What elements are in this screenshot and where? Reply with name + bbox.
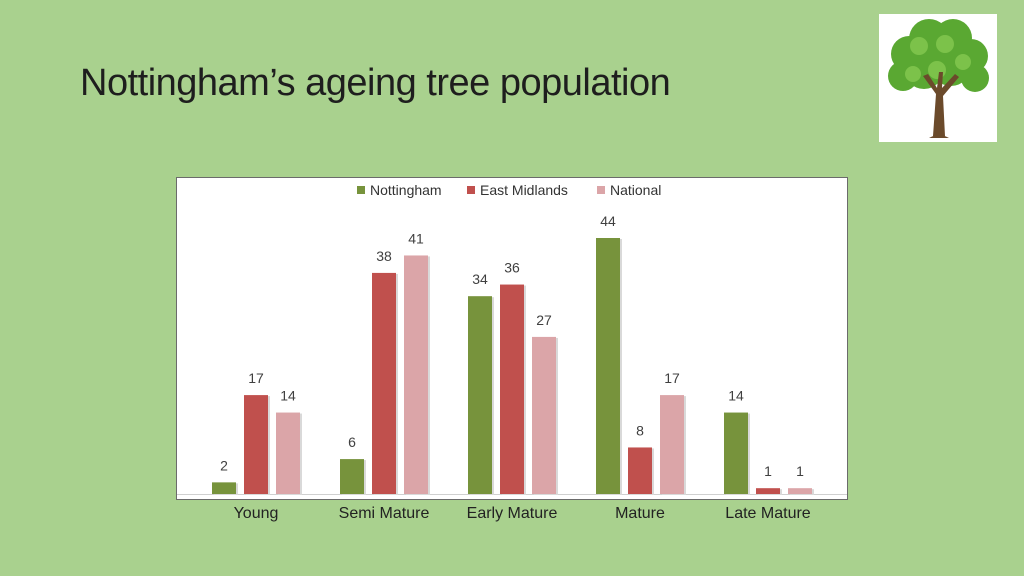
bar-3-2: [660, 395, 684, 494]
bar-0-0: [212, 482, 236, 494]
data-label-2-2: 27: [536, 312, 552, 328]
bar-2-1: [500, 284, 524, 494]
legend-swatch-0: [357, 186, 365, 194]
x-tick-label-2: Early Mature: [466, 505, 558, 522]
bar-1-2: [404, 255, 428, 494]
data-label-1-2: 41: [408, 230, 424, 246]
legend-label-1: East Midlands: [480, 182, 568, 198]
data-label-0-2: 14: [280, 388, 296, 404]
data-label-4-1: 1: [764, 463, 772, 479]
data-label-1-0: 6: [348, 434, 356, 450]
bar-1-1: [372, 272, 396, 494]
data-label-1-1: 38: [376, 248, 392, 264]
bar-2-0: [468, 296, 492, 494]
data-label-3-1: 8: [636, 422, 644, 438]
data-label-2-0: 34: [472, 271, 488, 287]
x-tick-label-3: Mature: [615, 505, 665, 522]
bar-chart: Nottingham East Midlands National 2 17 14 6 38 4…: [177, 182, 847, 495]
bar-4-0: [724, 412, 748, 494]
x-tick-label-1: Semi Mature: [338, 505, 430, 522]
bar-3-0: [596, 238, 620, 494]
bar-0-2: [276, 412, 300, 494]
legend-swatch-1: [467, 186, 475, 194]
data-label-4-2: 1: [796, 463, 804, 479]
data-label-3-2: 17: [664, 370, 680, 386]
bar-4-1: [756, 488, 780, 494]
legend: Nottingham East Midlands National: [357, 182, 661, 198]
legend-label-2: National: [610, 182, 661, 198]
bar-0-1: [244, 395, 268, 494]
x-tick-label-4: Late Mature: [725, 505, 811, 522]
tree-logo: [879, 14, 997, 142]
chart-area: Nottingham East Midlands National 2 17 14 6 38 4…: [176, 177, 848, 500]
data-label-0-0: 2: [220, 457, 228, 473]
legend-label-0: Nottingham: [370, 182, 442, 198]
data-label-0-1: 17: [248, 370, 264, 386]
bar-2-2: [532, 336, 556, 494]
x-axis-labels: Young Semi Mature Early Mature Mature Late M…: [0, 505, 1024, 529]
legend-swatch-2: [597, 186, 605, 194]
data-label-2-1: 36: [504, 260, 520, 276]
bar-4-2: [788, 488, 812, 494]
data-label-3-0: 44: [600, 213, 616, 229]
tree-icon: [888, 19, 989, 138]
x-tick-label-0: Young: [233, 505, 279, 522]
bar-1-0: [340, 459, 364, 494]
data-label-4-0: 14: [728, 388, 744, 404]
slide-title: Nottingham’s ageing tree population: [80, 62, 671, 104]
bar-3-1: [628, 447, 652, 494]
